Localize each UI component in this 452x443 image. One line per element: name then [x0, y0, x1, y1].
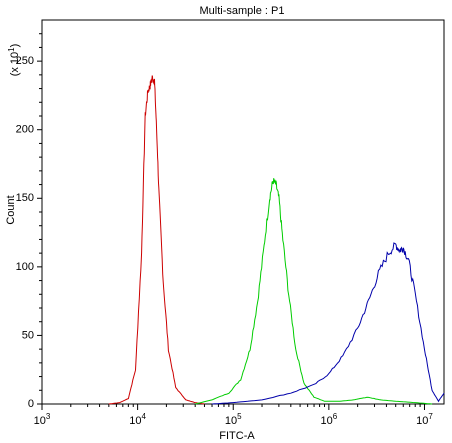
y-tick-label-4: 200 [16, 124, 34, 136]
x-tick-label-2: 105 [225, 412, 242, 427]
y-tick-label-2: 100 [16, 261, 34, 273]
x-tick-label-0: 103 [34, 412, 51, 427]
y-tick-label-1: 50 [22, 329, 34, 341]
y-multiplier-suffix: ) [9, 44, 21, 48]
series-line-1 [195, 178, 433, 405]
x-tick-label-4: 107 [416, 412, 433, 427]
x-tick-label-3: 106 [321, 412, 338, 427]
series-layer [108, 75, 445, 405]
x-axis-title: FITC-A [219, 430, 255, 442]
y-multiplier-prefix: (x 10 [9, 52, 21, 76]
y-tick-label-0: 0 [28, 398, 34, 410]
y-tick-label-5: 250 [16, 55, 34, 67]
y-multiplier-label: (x 101) [7, 44, 21, 77]
x-tick-label-1: 104 [129, 412, 146, 427]
svg-text:(x 101): (x 101) [7, 44, 21, 77]
y-tick-label-3: 150 [16, 192, 34, 204]
series-line-2 [211, 242, 445, 405]
series-line-0 [108, 75, 205, 405]
x-axis: 103 104 105 106 107 [34, 404, 433, 427]
y-axis-title: Count [5, 195, 17, 224]
y-axis: 0 50 100 150 200 250 [16, 33, 42, 410]
chart-title: Multi-sample : P1 [200, 5, 285, 17]
y-multiplier-exponent: 1 [7, 47, 16, 52]
plot-frame [41, 19, 445, 405]
